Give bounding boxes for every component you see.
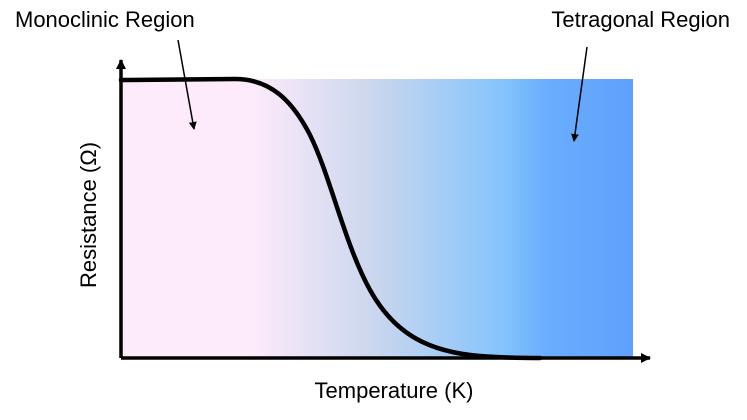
resistance-curve [118,76,543,361]
phase-gradient-area [121,79,633,358]
x-axis-label: Temperature (K) [315,378,474,403]
monoclinic-region-label: Monoclinic Region [15,7,195,32]
y-axis-label: Resistance (Ω) [76,142,101,288]
tetragonal-region-label: Tetragonal Region [551,7,730,32]
monoclinic-pointer-arrow [177,39,197,130]
tetragonal-pointer-arrow [570,46,588,142]
